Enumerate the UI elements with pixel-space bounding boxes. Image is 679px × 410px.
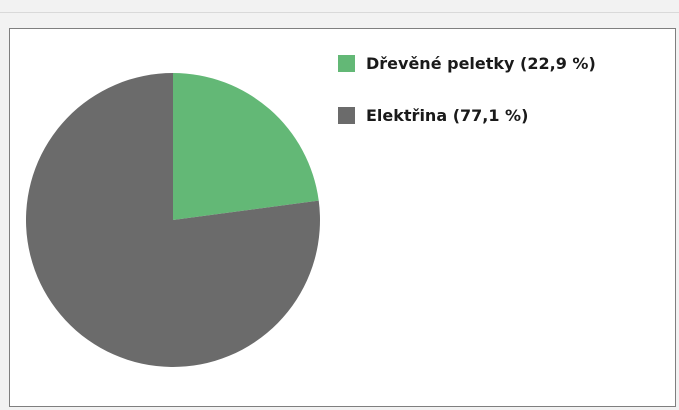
chart-area: Dřevěné peletky (22,9 %) Elektřina (77,1 … (9, 28, 676, 407)
legend-swatch-1 (338, 55, 355, 72)
top-bar (0, 0, 679, 13)
legend: Dřevěné peletky (22,9 %) Elektřina (77,1 … (338, 54, 596, 125)
pie-chart: Dřevěné peletky (22,9 %) Elektřina (77,1 … (25, 54, 596, 367)
legend-label-1: Dřevěné peletky (22,9 %) (366, 54, 596, 73)
legend-label-2: Elektřina (77,1 %) (366, 106, 528, 125)
pie-slices (25, 73, 320, 367)
pie-slice-1 (173, 73, 319, 220)
legend-swatch-2 (338, 107, 355, 124)
pie-slice-2 (25, 73, 320, 367)
